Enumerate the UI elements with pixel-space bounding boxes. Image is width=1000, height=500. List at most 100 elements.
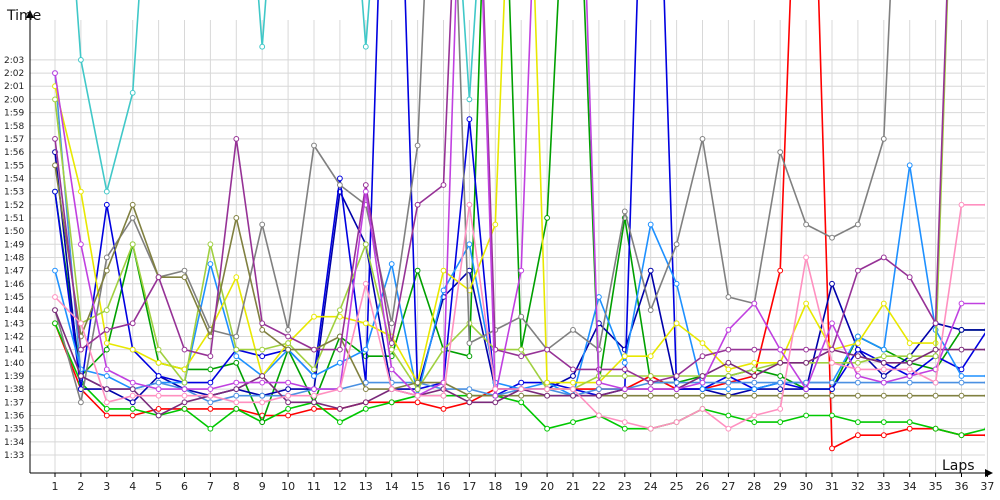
data-point — [414, 379, 421, 386]
data-point — [518, 386, 525, 393]
data-point — [906, 379, 913, 386]
data-point — [337, 419, 343, 426]
data-point — [880, 300, 887, 307]
data-point — [829, 386, 835, 393]
data-point — [855, 267, 861, 274]
data-point — [129, 406, 136, 412]
data-point — [181, 406, 188, 412]
data-point — [647, 392, 654, 399]
data-point — [570, 379, 576, 386]
data-point — [803, 346, 809, 353]
data-point — [958, 201, 965, 208]
data-point — [803, 386, 809, 393]
data-point — [803, 359, 809, 366]
data-point — [725, 366, 732, 373]
data-point — [699, 386, 706, 393]
data-point — [129, 320, 136, 327]
data-point — [388, 261, 395, 267]
data-point — [777, 379, 784, 386]
data-point — [414, 399, 421, 406]
data-point — [751, 386, 758, 393]
data-point — [52, 294, 58, 300]
y-axis-title: Time — [6, 8, 41, 24]
y-tick-label: 1:38 — [4, 385, 24, 395]
x-tick-label: 28 — [747, 480, 761, 493]
series-11 — [52, 0, 891, 406]
data-point — [518, 267, 525, 274]
axes — [26, 10, 993, 477]
data-point — [285, 412, 292, 419]
data-point — [103, 327, 110, 333]
data-point — [855, 346, 861, 353]
data-point — [311, 373, 317, 379]
data-point — [777, 419, 784, 426]
data-point — [829, 379, 835, 386]
data-point — [647, 221, 654, 228]
data-point — [621, 386, 628, 393]
data-point — [777, 406, 784, 412]
y-tick-label: 1:43 — [4, 319, 24, 329]
data-point — [880, 373, 887, 379]
x-tick-label: 4 — [129, 480, 136, 493]
data-point — [233, 333, 240, 340]
x-tick-label: 1 — [52, 480, 59, 493]
data-point — [932, 346, 939, 353]
x-axis-title: Laps — [942, 458, 975, 474]
data-point — [751, 373, 758, 379]
data-point — [207, 241, 214, 248]
y-tick-label: 2:03 — [4, 56, 24, 66]
data-point — [880, 359, 887, 366]
data-point — [466, 201, 473, 208]
x-tick-label: 29 — [773, 480, 787, 493]
x-tick-label: 8 — [233, 480, 240, 493]
data-point — [129, 386, 136, 393]
data-point — [596, 412, 602, 419]
data-point — [880, 392, 887, 399]
data-point — [259, 353, 266, 360]
data-point — [673, 386, 680, 393]
data-point — [855, 333, 861, 340]
data-point — [570, 366, 576, 373]
data-point — [129, 392, 136, 399]
data-point — [388, 366, 395, 373]
data-point — [466, 392, 473, 399]
data-point — [362, 280, 369, 287]
data-point — [880, 366, 887, 373]
data-point — [155, 379, 162, 386]
data-point — [725, 425, 732, 432]
data-point — [518, 346, 525, 353]
data-point — [880, 353, 887, 360]
data-point — [880, 254, 887, 261]
data-point — [285, 386, 292, 393]
data-point — [362, 346, 369, 353]
data-point — [362, 241, 369, 248]
data-point — [207, 399, 214, 406]
grid-lines — [30, 20, 988, 473]
data-point — [621, 353, 628, 360]
x-tick-label: 37 — [980, 480, 994, 493]
data-point — [932, 379, 939, 386]
data-point — [129, 399, 136, 406]
y-tick-label: 1:57 — [4, 135, 24, 145]
data-point — [285, 333, 292, 340]
data-point — [181, 386, 188, 393]
y-tick-label: 1:40 — [4, 359, 24, 369]
data-point — [52, 188, 58, 195]
data-point — [777, 267, 784, 274]
data-point — [544, 346, 550, 353]
x-tick-label: 19 — [514, 480, 528, 493]
data-point — [906, 366, 913, 373]
data-point — [259, 346, 266, 353]
data-point — [311, 346, 317, 353]
y-tick-label: 1:36 — [4, 411, 24, 421]
data-point — [129, 241, 136, 248]
data-point — [906, 359, 913, 366]
data-point — [906, 425, 913, 432]
data-point — [803, 392, 809, 399]
data-point — [285, 379, 292, 386]
data-point — [829, 346, 835, 353]
data-point — [932, 320, 939, 327]
data-point — [259, 43, 266, 50]
x-tick-labels: 1 2 3 4 5 6 7 8 9 10 11 12 13 14 15 16 17 18 19 20 21 22 23 24 2… — [52, 473, 994, 493]
data-point — [155, 373, 162, 379]
